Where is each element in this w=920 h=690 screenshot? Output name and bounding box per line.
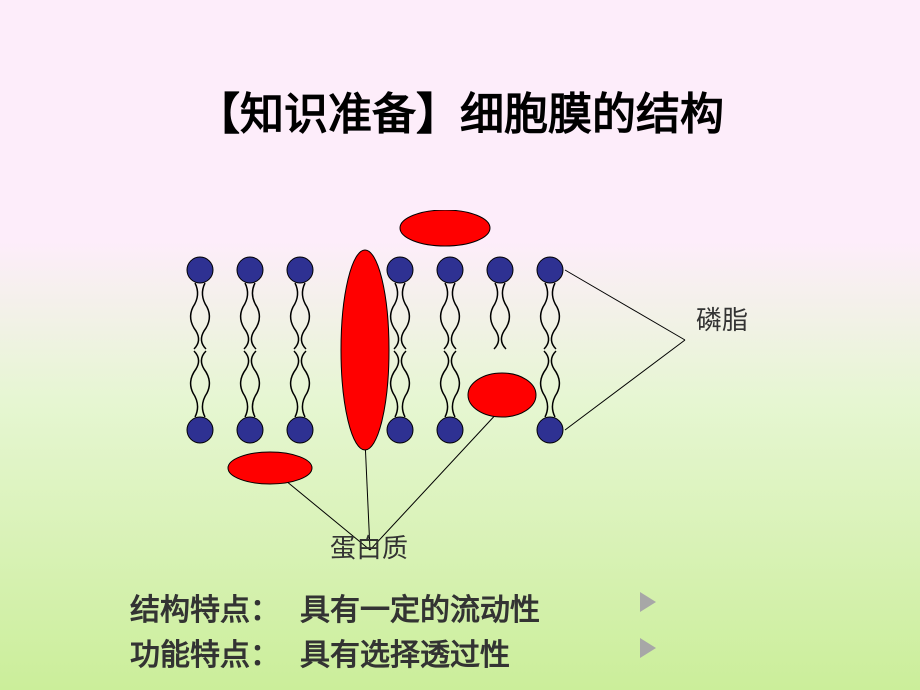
protein-surface-top: [400, 210, 490, 246]
nav-arrow-1[interactable]: [640, 592, 656, 612]
label-protein: 蛋白质: [330, 528, 408, 565]
protein-surface-bottom: [228, 452, 312, 484]
label-phospholipid: 磷脂: [696, 300, 748, 337]
function-value: 具有选择透过性: [300, 630, 510, 674]
structure-value: 具有一定的流动性: [300, 585, 540, 629]
slide-root: 【知识准备】细胞膜的结构: [0, 0, 920, 690]
slide-title: 【知识准备】细胞膜的结构: [0, 78, 920, 142]
structure-label: 结构特点：: [130, 585, 280, 629]
nav-arrow-2[interactable]: [640, 638, 656, 658]
protein-surface-right: [468, 373, 536, 417]
leader-lines-phospholipid: [565, 270, 685, 430]
function-label: 功能特点：: [130, 630, 280, 674]
membrane-diagram: [180, 210, 740, 580]
protein-transmembrane: [341, 250, 389, 450]
